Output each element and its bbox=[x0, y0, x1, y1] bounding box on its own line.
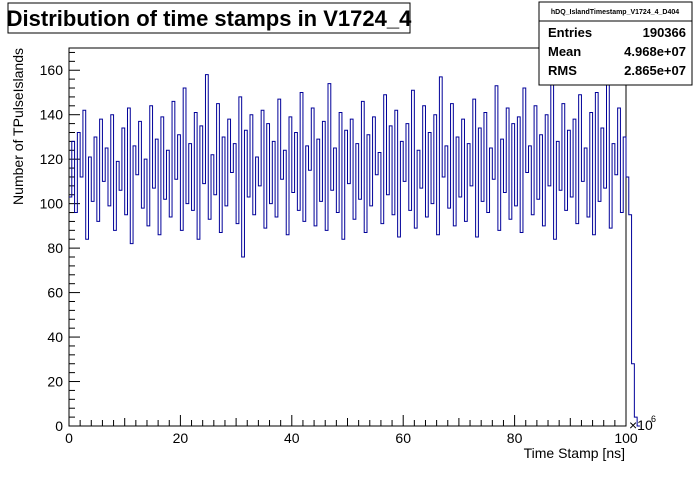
x-tick-label: 0 bbox=[65, 430, 73, 446]
stats-label-rms: RMS bbox=[548, 63, 577, 78]
y-tick-label: 160 bbox=[40, 62, 64, 78]
x-exponent-base: ×10 bbox=[629, 417, 653, 433]
x-axis: 0 20 40 60 80 100 bbox=[65, 415, 638, 446]
stats-box-name: hDQ_IslandTimestamp_V1724_4_D404 bbox=[551, 9, 679, 16]
stats-box: hDQ_IslandTimestamp_V1724_4_D404 Entries… bbox=[538, 1, 693, 86]
y-axis: 0 20 40 60 80 100 120 140 160 bbox=[40, 51, 80, 434]
y-tick-label: 20 bbox=[47, 374, 63, 390]
plot-frame bbox=[68, 47, 627, 427]
x-tick-label: 80 bbox=[507, 430, 523, 446]
stats-label-mean: Mean bbox=[548, 44, 581, 59]
y-tick-label: 0 bbox=[55, 418, 63, 434]
stats-label-entries: Entries bbox=[548, 25, 592, 40]
stats-value-rms: 2.865e+07 bbox=[624, 63, 686, 78]
y-axis-label: Number of TPulseIslands bbox=[10, 48, 26, 205]
y-tick-label: 120 bbox=[40, 151, 64, 167]
y-tick-label: 80 bbox=[47, 240, 63, 256]
x-tick-label: 40 bbox=[284, 430, 300, 446]
x-tick-label: 60 bbox=[395, 430, 411, 446]
title-box bbox=[7, 2, 411, 34]
y-tick-label: 40 bbox=[47, 329, 63, 345]
chart-title: Distribution of time stamps in V1724_4 bbox=[7, 6, 412, 31]
y-tick-label: 140 bbox=[40, 107, 64, 123]
x-exponent-power: 6 bbox=[651, 414, 656, 424]
y-tick-label: 100 bbox=[40, 196, 64, 212]
series-line bbox=[69, 69, 640, 427]
y-tick-label: 60 bbox=[47, 285, 63, 301]
x-tick-label: 100 bbox=[614, 430, 638, 446]
stats-value-mean: 4.968e+07 bbox=[624, 44, 686, 59]
x-tick-label: 20 bbox=[173, 430, 189, 446]
x-axis-label: Time Stamp [ns] bbox=[524, 445, 625, 461]
stats-value-entries: 190366 bbox=[643, 25, 686, 40]
